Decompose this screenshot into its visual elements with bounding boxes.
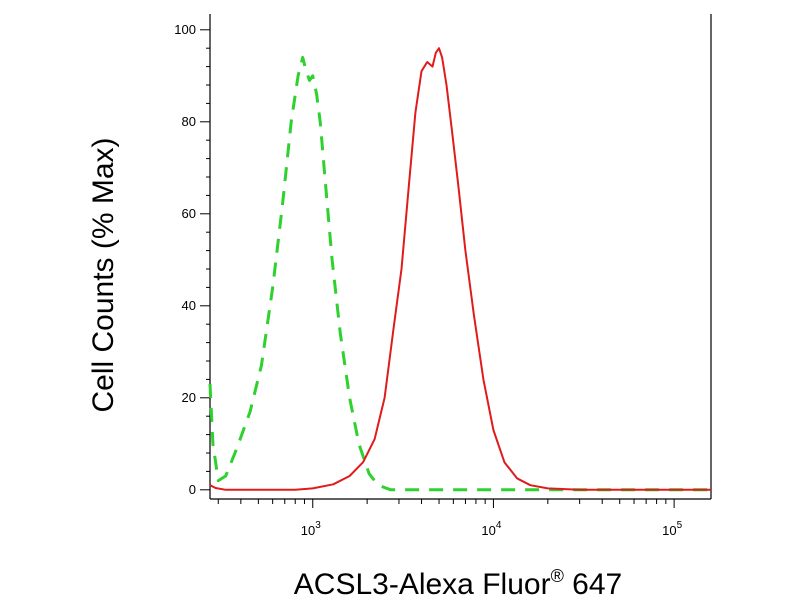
series-group <box>208 47 711 492</box>
x-tick-label-base: 10 <box>481 523 495 538</box>
x-tick-label: 105 <box>662 520 682 538</box>
y-tick-label: 40 <box>182 298 196 313</box>
y-tick-label: 20 <box>182 390 196 405</box>
sample-histogram-line <box>209 47 711 491</box>
x-tick-label-base: 10 <box>301 523 315 538</box>
y-tick-label: 60 <box>182 206 196 221</box>
x-tick-label-exponent: 4 <box>496 520 502 531</box>
x-axis-title-main: ACSL3-Alexa Fluor <box>294 568 551 600</box>
x-tick-label-exponent: 5 <box>677 520 683 531</box>
y-axis-title: Cell Counts (% Max) <box>87 137 120 412</box>
x-tick-label: 103 <box>301 520 321 538</box>
y-tick-label: 0 <box>189 482 196 497</box>
x-tick-label-base: 10 <box>662 523 676 538</box>
x-tick-label: 104 <box>481 520 501 538</box>
y-tick-label: 100 <box>174 22 196 37</box>
x-axis-title-suffix: 647 <box>564 568 622 600</box>
x-axis-title: ACSL3-Alexa Fluor® 647 <box>294 566 622 600</box>
y-tick-label: 80 <box>182 114 196 129</box>
x-axis-title-registered: ® <box>551 566 564 586</box>
control-histogram-line <box>208 55 711 492</box>
x-tick-label-exponent: 3 <box>315 520 321 531</box>
